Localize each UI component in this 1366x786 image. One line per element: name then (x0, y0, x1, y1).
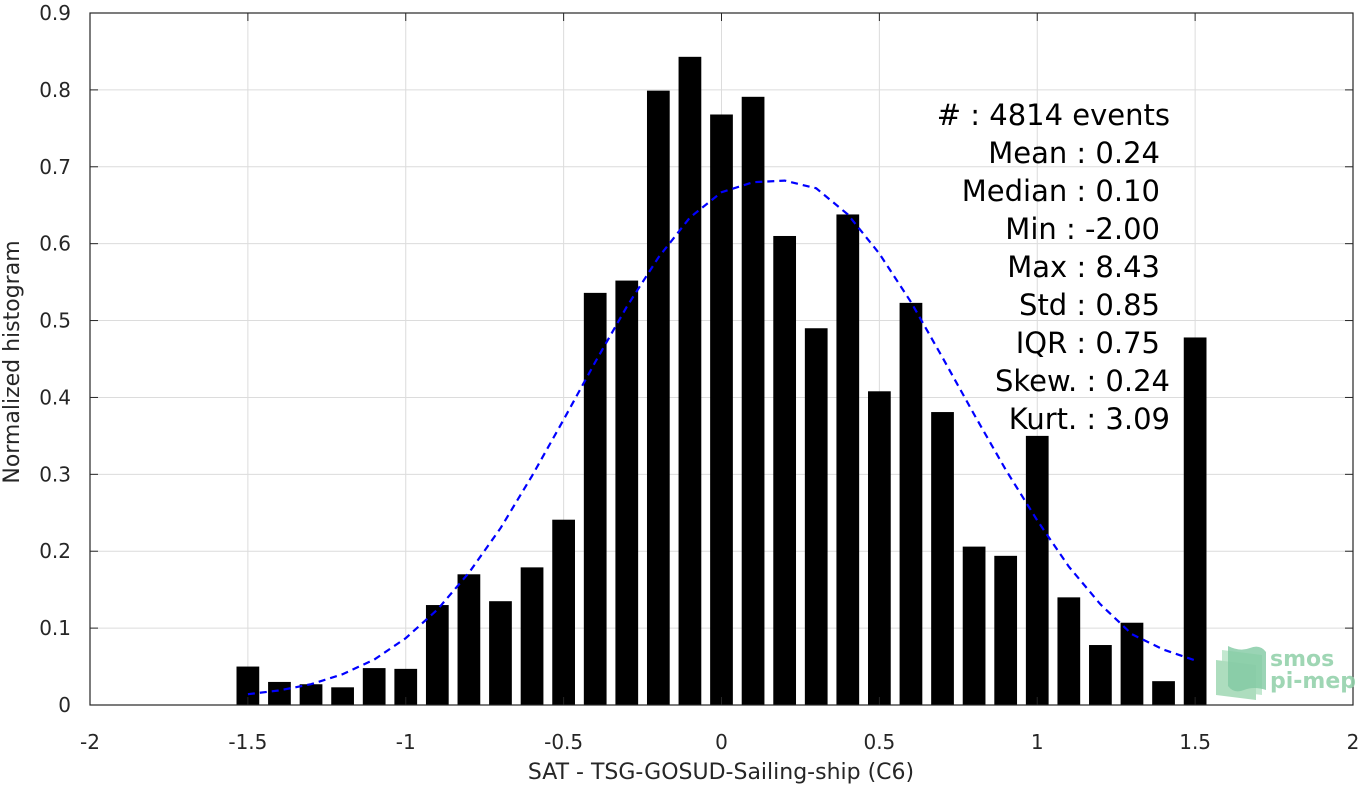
histogram-bar (899, 302, 923, 705)
x-tick-label: 1 (1031, 730, 1044, 754)
y-axis-title: Normalized histogram (0, 240, 25, 483)
axis-ticks (89, 12, 1354, 706)
y-tick-label: 0.3 (39, 462, 71, 486)
histogram-bar (299, 684, 323, 705)
histogram-bar (457, 574, 481, 705)
y-tick-label: 0.2 (39, 539, 71, 563)
stat-max: Max : 8.43 (1007, 250, 1160, 284)
stat-median: Median : 0.10 (962, 174, 1160, 208)
histogram-bar (1183, 337, 1207, 705)
histogram-bar (994, 555, 1018, 705)
y-tick-label: 0 (58, 693, 71, 717)
x-tick-label: -2 (80, 730, 100, 754)
y-tick-labels: 0 0.1 0.2 0.3 0.4 0.5 0.6 0.7 0.8 0.9 (39, 1, 71, 717)
y-tick-label: 0.6 (39, 232, 71, 256)
histogram-bar (268, 681, 291, 705)
histogram-bar (804, 328, 828, 705)
histogram-bar (741, 96, 765, 705)
logo-line-2: pi-mep (1270, 669, 1356, 694)
smos-pimep-logo: smos pi-mep (1216, 646, 1356, 700)
histogram-bars (236, 56, 1207, 706)
y-tick-label: 0.5 (39, 309, 71, 333)
stat-iqr: IQR : 0.75 (1016, 326, 1160, 360)
histogram-bar (710, 114, 733, 705)
histogram-bar (615, 280, 639, 705)
histogram-bar (362, 668, 386, 705)
x-tick-label: 1.5 (1179, 730, 1211, 754)
histogram-bar (678, 56, 702, 706)
x-tick-label: 0 (715, 730, 728, 754)
y-tick-label: 0.9 (39, 1, 71, 25)
logo-line-1: smos (1270, 647, 1334, 672)
logo-waves-icon (1216, 646, 1266, 700)
histogram-bar (962, 546, 986, 705)
y-tick-label: 0.1 (39, 616, 71, 640)
stat-events: # : 4814 events (937, 98, 1170, 132)
stat-min: Min : -2.00 (1005, 212, 1160, 246)
histogram-bar (425, 605, 449, 705)
x-tick-label: -1 (396, 730, 416, 754)
x-axis-title: SAT - TSG-GOSUD-Sailing-ship (C6) (528, 760, 914, 785)
y-tick-label: 0.8 (39, 78, 71, 102)
histogram-bar (552, 519, 575, 705)
histogram-bar (1152, 681, 1175, 705)
statistics-annotation: # : 4814 events Mean : 0.24 Median : 0.1… (937, 98, 1170, 436)
histogram-bar (1120, 622, 1144, 705)
histogram-bar (773, 235, 797, 705)
histogram-bar (931, 412, 954, 705)
normal-fit-curve (247, 179, 1196, 696)
histogram-bar (836, 214, 860, 705)
stat-skew: Skew. : 0.24 (995, 364, 1170, 398)
histogram-bar (520, 567, 544, 705)
x-tick-label: -1.5 (228, 730, 267, 754)
x-tick-labels: -2 -1.5 -1 -0.5 0 0.5 1 1.5 2 (80, 730, 1359, 754)
histogram-bar (1089, 645, 1112, 705)
histogram-bar (583, 292, 607, 705)
stat-mean: Mean : 0.24 (988, 136, 1160, 170)
histogram-bar (1025, 435, 1049, 705)
x-tick-label: -0.5 (544, 730, 583, 754)
histogram-bar (394, 668, 418, 705)
histogram-bar (1057, 597, 1081, 705)
histogram-bar (489, 601, 512, 705)
histogram-bar (331, 687, 354, 705)
x-tick-label: 2 (1347, 730, 1360, 754)
stat-std: Std : 0.85 (1019, 288, 1160, 322)
y-tick-label: 0.7 (39, 155, 71, 179)
histogram-bar (236, 666, 260, 705)
stat-kurt: Kurt. : 3.09 (1009, 402, 1170, 436)
histogram-bar (646, 90, 670, 705)
histogram-bar (868, 391, 891, 705)
x-tick-label: 0.5 (863, 730, 895, 754)
y-tick-label: 0.4 (39, 385, 71, 409)
